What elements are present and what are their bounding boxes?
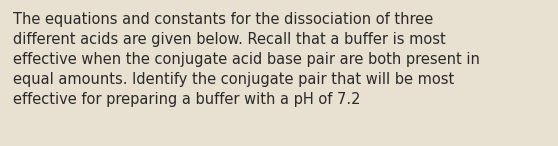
Text: The equations and constants for the dissociation of three
different acids are gi: The equations and constants for the diss… <box>13 12 480 107</box>
